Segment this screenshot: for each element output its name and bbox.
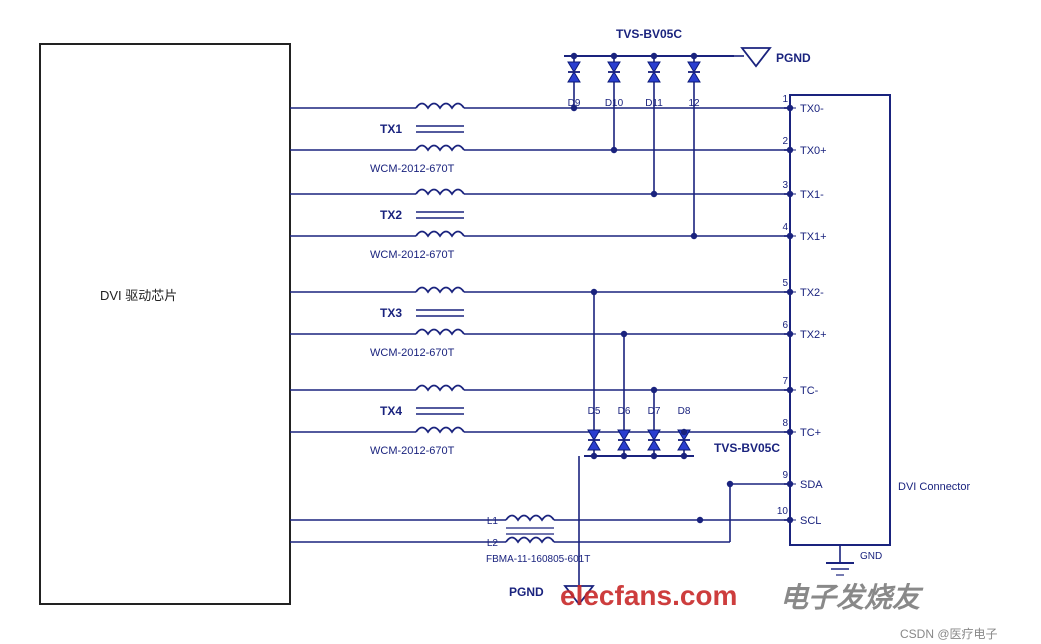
- pin-label: SDA: [800, 479, 823, 491]
- svg-text:12: 12: [688, 98, 700, 109]
- svg-text:9: 9: [782, 470, 788, 481]
- tvs-bot-title: TVS-BV05C: [714, 441, 780, 455]
- svg-text:PGND: PGND: [509, 585, 544, 599]
- svg-text:D11: D11: [645, 98, 663, 109]
- dvi-driver-label: DVI 驱动芯片: [100, 288, 177, 303]
- svg-text:D8: D8: [678, 406, 691, 417]
- svg-text:1: 1: [782, 94, 788, 105]
- svg-text:D5: D5: [588, 406, 601, 417]
- pin-label: TC+: [800, 427, 821, 439]
- pin-label: TX1+: [800, 231, 827, 243]
- pin-label: TC-: [800, 385, 819, 397]
- choke-part: WCM-2012-670T: [370, 163, 455, 175]
- pin-label: TX2-: [800, 287, 824, 299]
- pin-label: SCL: [800, 515, 821, 527]
- connector-title: DVI Connector: [898, 481, 970, 493]
- svg-text:D7: D7: [648, 406, 661, 417]
- pin-label: TX2+: [800, 329, 827, 341]
- svg-text:4: 4: [782, 222, 788, 233]
- svg-text:FBMA-11-160805-601T: FBMA-11-160805-601T: [486, 554, 590, 565]
- dvi-driver-chip: [40, 44, 290, 604]
- svg-text:5: 5: [782, 278, 788, 289]
- credit-line: CSDN @医疗电子: [900, 627, 998, 641]
- svg-text:8: 8: [782, 418, 788, 429]
- svg-text:PGND: PGND: [776, 51, 811, 65]
- choke-name: TX3: [380, 306, 402, 320]
- svg-text:D6: D6: [618, 406, 631, 417]
- watermark-cn: 电子发烧友: [780, 582, 924, 613]
- dvi-connector: [790, 95, 890, 545]
- choke-name: TX1: [380, 122, 402, 136]
- choke-part: WCM-2012-670T: [370, 347, 455, 359]
- svg-text:L2: L2: [487, 538, 499, 549]
- pin-label: TX1-: [800, 189, 824, 201]
- choke-part: WCM-2012-670T: [370, 249, 455, 261]
- svg-text:10: 10: [777, 506, 789, 517]
- svg-text:GND: GND: [860, 551, 882, 562]
- svg-text:D10: D10: [605, 98, 624, 109]
- svg-text:2: 2: [782, 136, 788, 147]
- choke-name: TX2: [380, 208, 402, 222]
- svg-text:6: 6: [782, 320, 788, 331]
- tvs-top-title: TVS-BV05C: [616, 27, 682, 41]
- svg-text:L1: L1: [487, 516, 499, 527]
- svg-text:7: 7: [782, 376, 788, 387]
- watermark-elecfans: elecfans.com: [560, 580, 737, 611]
- svg-text:D9: D9: [568, 98, 581, 109]
- choke-part: WCM-2012-670T: [370, 445, 455, 457]
- pin-label: TX0-: [800, 103, 824, 115]
- pin-label: TX0+: [800, 145, 827, 157]
- svg-text:3: 3: [782, 180, 788, 191]
- choke-name: TX4: [380, 404, 402, 418]
- schematic-diagram: DVI 驱动芯片 1 TX0- 2 TX0+ 3 TX1- 4 TX1+ 5 TX2- 6 TX2+ 7 T…: [0, 0, 1041, 644]
